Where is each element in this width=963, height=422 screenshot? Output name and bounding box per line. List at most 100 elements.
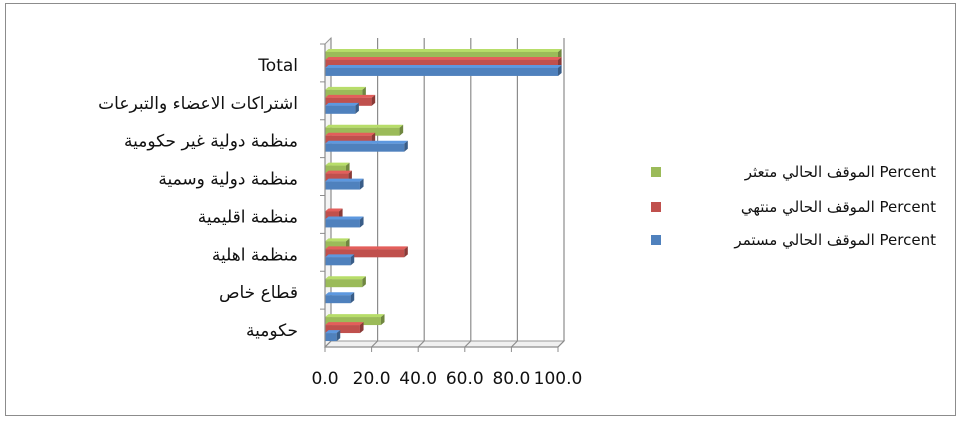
bar-end bbox=[359, 322, 364, 334]
bar bbox=[325, 276, 366, 288]
bar-front bbox=[325, 135, 372, 144]
bar-front bbox=[325, 105, 356, 114]
grid-lines bbox=[323, 36, 566, 349]
category-label: منظمة دولية وسمية bbox=[158, 170, 298, 190]
bar-front bbox=[325, 211, 339, 220]
bar-top bbox=[325, 94, 376, 98]
bar-front bbox=[325, 165, 346, 174]
bar-front bbox=[325, 89, 363, 98]
legend-label: الموقف الحالي متعثر Percent bbox=[744, 163, 936, 182]
category-label: Total bbox=[257, 56, 298, 76]
legend: الموقف الحالي متعثر Percent الموقف الحالي… bbox=[651, 163, 936, 250]
category-labels: Total اشتراكات الاعضاء والتبرعات منظمة دول… bbox=[98, 56, 298, 341]
bars bbox=[325, 48, 562, 342]
bar-top bbox=[325, 64, 562, 68]
bar bbox=[325, 330, 341, 342]
bar-top bbox=[325, 178, 364, 182]
gridline-foot bbox=[417, 340, 425, 348]
x-tick-label: 40.0 bbox=[399, 369, 437, 389]
bar bbox=[325, 292, 355, 304]
legend-label: الموقف الحالي مستمر Percent bbox=[733, 231, 936, 250]
bar bbox=[325, 86, 366, 98]
bar-top bbox=[325, 238, 350, 242]
bar-end bbox=[355, 102, 359, 114]
bar-top bbox=[325, 276, 366, 280]
bar-end bbox=[558, 64, 562, 76]
bar-end bbox=[350, 254, 355, 266]
bar-front bbox=[325, 333, 337, 342]
bar bbox=[325, 254, 355, 266]
bar bbox=[325, 124, 404, 136]
bar-end bbox=[371, 94, 376, 106]
bar-top bbox=[325, 254, 355, 258]
x-tick-label: 0.0 bbox=[311, 369, 338, 389]
gridline-foot bbox=[324, 340, 332, 348]
bar-top bbox=[325, 330, 341, 334]
bar-front bbox=[325, 325, 360, 334]
bar-front bbox=[325, 59, 558, 68]
bar-top bbox=[325, 86, 366, 90]
bar bbox=[325, 94, 376, 106]
category-label: قطاع خاص bbox=[219, 283, 298, 303]
bar bbox=[325, 48, 562, 60]
bar-front bbox=[325, 127, 400, 136]
bar-top bbox=[325, 170, 352, 174]
x-tick-label: 80.0 bbox=[492, 369, 530, 389]
bar bbox=[325, 140, 408, 152]
category-label: حكومية bbox=[246, 321, 298, 341]
bar-top bbox=[325, 208, 343, 212]
legend-item: الموقف الحالي مستمر Percent bbox=[651, 231, 936, 250]
bar-end bbox=[362, 276, 366, 288]
legend-swatch bbox=[651, 202, 661, 212]
legend-swatch bbox=[651, 235, 661, 245]
tick-labels: 0.0 20.0 40.0 60.0 80.0 100.0 bbox=[311, 347, 582, 389]
x-tick-label: 60.0 bbox=[446, 369, 484, 389]
bar-top bbox=[325, 140, 408, 144]
category-label: اشتراكات الاعضاء والتبرعات bbox=[98, 94, 298, 114]
legend-item: الموقف الحالي منتهي Percent bbox=[651, 198, 936, 217]
bar-end bbox=[336, 330, 341, 342]
bar-end bbox=[399, 124, 404, 136]
bar-front bbox=[325, 181, 360, 190]
bar-front bbox=[325, 97, 372, 106]
bar-end bbox=[350, 292, 355, 304]
gridline-foot bbox=[557, 340, 565, 348]
bar-front bbox=[325, 241, 346, 250]
gridline-foot bbox=[464, 340, 472, 348]
bar-front bbox=[325, 67, 558, 76]
axis-floor bbox=[323, 340, 566, 348]
bar-top bbox=[325, 162, 350, 166]
legend-label: الموقف الحالي منتهي Percent bbox=[741, 198, 936, 217]
bar-front bbox=[325, 173, 349, 182]
bar-top bbox=[325, 292, 355, 296]
bar bbox=[325, 64, 562, 76]
bar-top bbox=[325, 56, 562, 60]
bar-top bbox=[325, 124, 404, 128]
bar-end bbox=[359, 178, 364, 190]
category-label: منظمة اقليمية bbox=[198, 207, 298, 227]
bar bbox=[325, 216, 364, 228]
bar-end bbox=[404, 246, 408, 258]
bar-top bbox=[325, 102, 359, 106]
bar-front bbox=[325, 249, 405, 258]
category-label: منظمة اهلية bbox=[212, 245, 298, 265]
category-label: منظمة دولية غير حكومية bbox=[124, 132, 298, 152]
bar-front bbox=[325, 219, 360, 228]
bar-front bbox=[325, 257, 351, 266]
bar-top bbox=[325, 322, 364, 326]
bar-top bbox=[325, 48, 562, 52]
bar-end bbox=[404, 140, 408, 152]
bar-front bbox=[325, 295, 351, 304]
gridline-foot bbox=[510, 340, 518, 348]
axes bbox=[320, 43, 558, 348]
x-tick-label: 100.0 bbox=[534, 369, 583, 389]
legend-item: الموقف الحالي متعثر Percent bbox=[651, 163, 936, 182]
bar bbox=[325, 322, 364, 334]
bar bbox=[325, 102, 359, 114]
bar bbox=[325, 178, 364, 190]
bar-end bbox=[359, 216, 364, 228]
bar-top bbox=[325, 132, 376, 136]
bar-top bbox=[325, 216, 364, 220]
bar-top bbox=[325, 246, 408, 250]
